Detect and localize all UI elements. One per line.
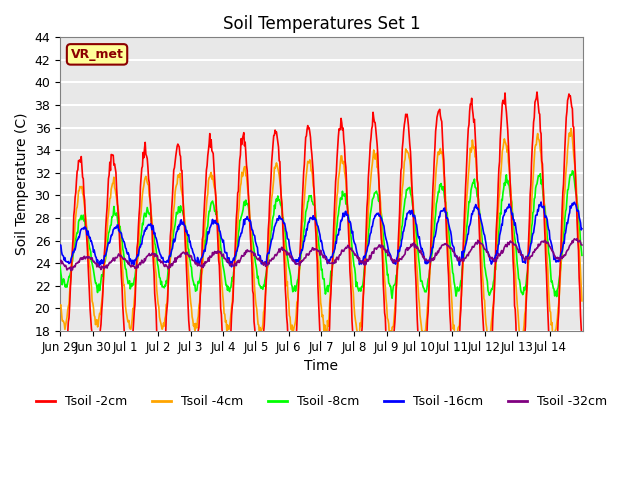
Tsoil -8cm xyxy=(239,206,247,212)
Tsoil -8cm xyxy=(404,186,412,192)
Tsoil -16cm xyxy=(260,262,268,267)
Tsoil -32cm xyxy=(56,258,64,264)
Tsoil -4cm xyxy=(214,214,221,220)
Legend: Tsoil -2cm, Tsoil -4cm, Tsoil -8cm, Tsoil -16cm, Tsoil -32cm: Tsoil -2cm, Tsoil -4cm, Tsoil -8cm, Tsoi… xyxy=(31,390,612,413)
Y-axis label: Soil Temperature (C): Soil Temperature (C) xyxy=(15,113,29,255)
Tsoil -4cm xyxy=(453,338,461,344)
Line: Tsoil -32cm: Tsoil -32cm xyxy=(60,239,582,271)
Tsoil -16cm xyxy=(240,217,248,223)
Tsoil -2cm xyxy=(374,169,382,175)
Tsoil -4cm xyxy=(118,252,125,257)
Tsoil -2cm xyxy=(214,225,221,230)
Title: Soil Temperatures Set 1: Soil Temperatures Set 1 xyxy=(223,15,420,33)
Tsoil -16cm xyxy=(404,209,412,215)
Line: Tsoil -2cm: Tsoil -2cm xyxy=(60,92,582,384)
Tsoil -4cm xyxy=(374,171,382,177)
Tsoil -32cm xyxy=(375,242,383,248)
Tsoil -2cm xyxy=(56,341,64,347)
Tsoil -32cm xyxy=(67,268,75,274)
Line: Tsoil -16cm: Tsoil -16cm xyxy=(60,202,582,267)
Tsoil -2cm xyxy=(404,116,412,122)
Tsoil -8cm xyxy=(578,252,586,258)
Line: Tsoil -8cm: Tsoil -8cm xyxy=(60,171,582,298)
Tsoil -16cm xyxy=(214,221,221,227)
Tsoil -4cm xyxy=(578,298,586,304)
Tsoil -32cm xyxy=(578,242,586,248)
Tsoil -4cm xyxy=(404,150,412,156)
Tsoil -32cm xyxy=(573,236,581,241)
X-axis label: Time: Time xyxy=(305,359,339,373)
Tsoil -4cm xyxy=(239,172,247,178)
Tsoil -8cm xyxy=(374,198,382,204)
Tsoil -2cm xyxy=(239,133,247,139)
Tsoil -8cm xyxy=(214,217,221,223)
Tsoil -2cm xyxy=(118,274,125,279)
Tsoil -4cm xyxy=(259,322,267,328)
Tsoil -16cm xyxy=(375,213,383,219)
Tsoil -8cm xyxy=(56,264,64,270)
Tsoil -32cm xyxy=(260,262,268,268)
Tsoil -16cm xyxy=(537,199,545,205)
Line: Tsoil -4cm: Tsoil -4cm xyxy=(60,129,582,341)
Tsoil -8cm xyxy=(388,295,396,301)
Tsoil -8cm xyxy=(118,238,125,243)
Tsoil -32cm xyxy=(118,254,126,260)
Tsoil -16cm xyxy=(118,230,125,236)
Tsoil -32cm xyxy=(214,248,222,254)
Tsoil -32cm xyxy=(240,253,248,259)
Tsoil -2cm xyxy=(578,334,586,339)
Tsoil -4cm xyxy=(567,126,575,132)
Tsoil -2cm xyxy=(259,339,267,345)
Tsoil -16cm xyxy=(578,226,586,231)
Tsoil -8cm xyxy=(568,168,576,174)
Tsoil -8cm xyxy=(259,287,267,292)
Tsoil -16cm xyxy=(56,242,64,248)
Tsoil -2cm xyxy=(516,381,524,386)
Tsoil -32cm xyxy=(404,245,412,251)
Tsoil -4cm xyxy=(56,303,64,309)
Tsoil -2cm xyxy=(533,89,541,95)
Tsoil -16cm xyxy=(228,264,236,270)
Text: VR_met: VR_met xyxy=(70,48,124,61)
